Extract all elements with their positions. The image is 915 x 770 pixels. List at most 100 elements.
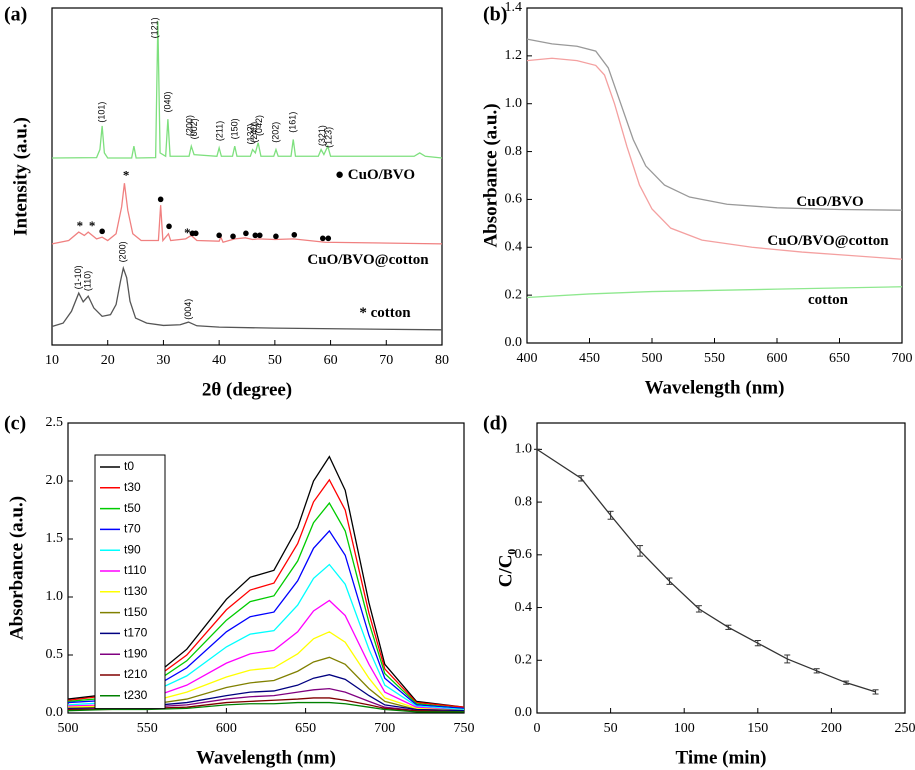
peak-symbol: ● <box>229 228 237 243</box>
y-tick-label: 1.0 <box>505 96 523 111</box>
y-tick-label: 1.0 <box>46 589 64 604</box>
peak-symbol: ● <box>290 226 298 241</box>
y-axis-title: C/C₀ <box>495 548 516 587</box>
y-tick-label: 0.5 <box>46 647 64 662</box>
peak-symbol: ● <box>324 230 332 245</box>
legend-label: t230 <box>124 688 148 702</box>
peak-symbol: ● <box>251 227 259 242</box>
peak-label: (132) <box>245 123 255 144</box>
peak-symbol: ● <box>256 227 264 242</box>
series-label: cotton <box>808 292 849 308</box>
peak-symbol: ● <box>242 225 250 240</box>
y-tick-label: 0.4 <box>505 240 523 255</box>
error-bar <box>754 640 761 647</box>
y-axis-title: Absorbance (a.u.) <box>480 103 501 247</box>
peak-label: (1-10) <box>73 265 83 289</box>
x-tick-label: 700 <box>374 721 395 736</box>
x-tick-label: 10 <box>45 353 59 368</box>
error-bar <box>578 475 585 482</box>
series-label: * cotton <box>359 305 411 321</box>
peak-symbol: ● <box>157 191 165 206</box>
peak-symbol: ● <box>188 225 196 240</box>
panel-label: (b) <box>483 4 507 26</box>
peak-label: (200) <box>185 115 195 136</box>
peak-symbol: ● <box>165 218 173 233</box>
peak-label: (040) <box>162 91 172 112</box>
x-tick-label: 200 <box>821 721 842 736</box>
peak-symbol: ● <box>192 225 200 240</box>
x-tick-label: 650 <box>295 721 316 736</box>
x-tick-label: 150 <box>747 721 768 736</box>
peak-symbol: ● <box>272 228 280 243</box>
x-tick-label: 50 <box>604 721 618 736</box>
series-label: CuO/BVO <box>796 194 863 210</box>
series-label: CuO/BVO@cotton <box>307 252 429 268</box>
peak-label: (161) <box>288 112 298 133</box>
peak-symbol: * <box>123 167 130 182</box>
y-tick-label: 0.8 <box>505 144 523 159</box>
peak-symbol: ● <box>98 223 106 238</box>
plot-frame <box>67 422 465 714</box>
legend-label: t0 <box>124 459 134 473</box>
legend-label: t170 <box>124 626 148 640</box>
error-bar <box>872 689 879 695</box>
y-tick-label: 2.0 <box>46 473 64 488</box>
series-name: CuO/BVO@cotton <box>307 252 429 268</box>
x-tick-label: 60 <box>324 353 338 368</box>
x-tick-label: 500 <box>642 351 663 366</box>
x-tick-label: 100 <box>674 721 695 736</box>
peak-label: (002) <box>189 118 199 139</box>
x-axis-title: Wavelength (nm) <box>645 377 785 398</box>
series-line <box>67 701 464 713</box>
series-line <box>51 21 443 159</box>
x-tick-label: 550 <box>137 721 158 736</box>
x-tick-label: 400 <box>517 351 538 366</box>
legend-label: t30 <box>124 480 141 494</box>
peak-symbol: * <box>77 218 84 233</box>
x-tick-label: 80 <box>435 353 449 368</box>
series-label: ● CuO/BVO <box>335 167 415 183</box>
series-name: CuO/BVO <box>796 194 863 210</box>
error-bar <box>695 605 702 613</box>
x-tick-label: 0 <box>534 721 541 736</box>
x-tick-label: 450 <box>579 351 600 366</box>
panel-label: (c) <box>4 413 26 435</box>
series-line <box>51 183 443 245</box>
peak-label: (150) <box>230 118 240 139</box>
series-symbol: * <box>359 305 367 321</box>
series-symbol: ● <box>335 167 344 183</box>
peak-label: (202) <box>270 122 280 143</box>
legend-box <box>94 454 166 710</box>
peak-symbol: ● <box>215 227 223 242</box>
plot-frame <box>51 7 443 346</box>
y-tick-label: 0.8 <box>515 494 533 509</box>
legend-label: t130 <box>124 584 148 598</box>
legend-label: t50 <box>124 501 141 515</box>
error-bar <box>784 654 791 664</box>
y-tick-label: 1.5 <box>46 531 64 546</box>
x-tick-label: 20 <box>101 353 115 368</box>
x-tick-label: 70 <box>379 353 393 368</box>
x-tick-label: 650 <box>829 351 850 366</box>
series-name: cotton <box>371 305 412 321</box>
peak-label: (211) <box>215 121 225 141</box>
panel-label: (d) <box>483 413 507 435</box>
peak-symbol: ● <box>319 230 327 245</box>
legend-label: t90 <box>124 542 141 556</box>
peak-label: (110) <box>83 271 93 291</box>
x-tick-label: 50 <box>268 353 282 368</box>
x-tick-label: 500 <box>58 721 79 736</box>
y-tick-label: 1.2 <box>505 48 523 63</box>
series-name: cotton <box>808 292 849 308</box>
peak-label: (101) <box>97 102 107 123</box>
x-axis-title: 2θ (degree) <box>202 379 292 400</box>
x-tick-label: 750 <box>454 721 475 736</box>
error-bar <box>725 624 732 630</box>
x-tick-label: 700 <box>892 351 913 366</box>
y-axis-title: Absorbance (a.u.) <box>6 496 27 640</box>
x-tick-label: 600 <box>767 351 788 366</box>
x-tick-label: 30 <box>156 353 170 368</box>
y-tick-label: 0.6 <box>515 547 533 562</box>
peak-label: (240) <box>249 122 259 143</box>
